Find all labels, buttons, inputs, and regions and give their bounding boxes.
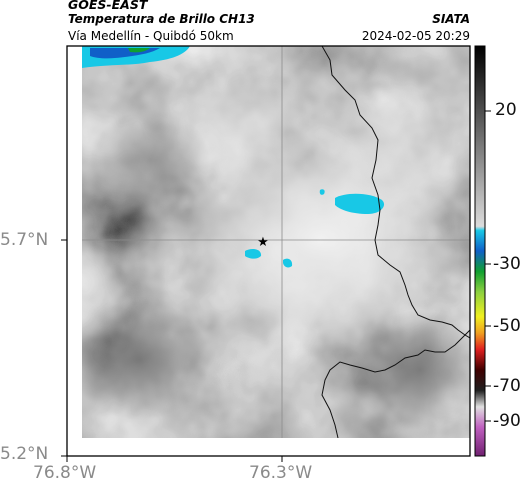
colorbar-label-m90: -90	[493, 411, 521, 431]
timestamp-label: 2024-02-05 20:29	[361, 29, 470, 43]
colorbar-label-m30: -30	[493, 254, 521, 274]
region-label: Vía Medellín - Quibdó 50km	[68, 29, 234, 43]
brand-label: SIATA	[432, 12, 470, 26]
border-line	[321, 46, 470, 339]
star-icon: ★	[257, 235, 269, 250]
lat-label-1: 5.7°N	[0, 230, 49, 250]
satellite-image	[82, 46, 470, 438]
cold-cloud-top-e	[335, 193, 385, 214]
colorbar-label-20: 20	[495, 100, 517, 120]
satellite-name: GOES-EAST	[68, 0, 148, 12]
lat-label-2: 5.2°N	[0, 444, 49, 464]
product-title: Temperatura de Brillo CH13	[68, 12, 255, 26]
header: GOES-EAST Temperatura de Brillo CH13 Vía…	[0, 0, 526, 46]
lon-label-2: 76.3°W	[249, 463, 313, 483]
colorbar	[474, 45, 486, 457]
border-line-south	[321, 329, 470, 438]
colorbar-label-m50: -50	[493, 316, 521, 336]
colorbar-label-m70: -70	[493, 376, 521, 396]
lon-label-1: 76.8°W	[33, 463, 97, 483]
